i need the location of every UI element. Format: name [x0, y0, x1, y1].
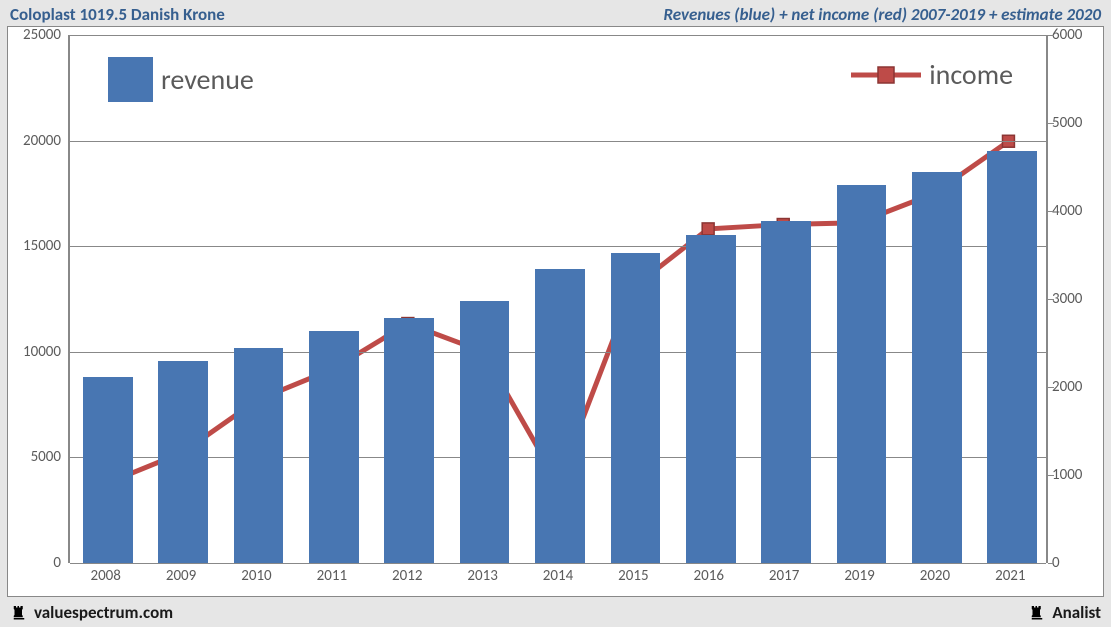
revenue-bar: [234, 348, 284, 563]
rook-icon: [1028, 603, 1046, 621]
footer-right-text: Analist: [1052, 602, 1101, 623]
right-axis-tick: [1048, 475, 1054, 476]
revenue-bar: [309, 331, 359, 563]
revenue-bar: [912, 172, 962, 563]
gridline: [70, 563, 1046, 564]
x-axis-tick-label: 2016: [694, 567, 724, 585]
right-axis-tick: [1048, 563, 1054, 564]
right-axis-tick: [1048, 387, 1054, 388]
revenue-bar: [83, 377, 133, 563]
revenue-bar: [686, 235, 736, 563]
x-axis-tick-label: 2019: [844, 567, 874, 585]
left-axis-tick-label: 15000: [11, 237, 61, 255]
x-axis-tick-label: 2011: [317, 567, 347, 585]
left-axis-tick-label: 0: [11, 554, 61, 572]
footer-right: Analist: [1028, 602, 1101, 623]
title-right: Revenues (blue) + net income (red) 2007-…: [663, 4, 1101, 25]
footer: valuespectrum.com Analist: [0, 599, 1111, 627]
right-axis-tick-label: 3000: [1052, 290, 1100, 308]
revenue-bar: [837, 185, 887, 563]
revenue-bar: [611, 253, 661, 563]
revenue-bar: [761, 221, 811, 563]
x-axis-tick-label: 2021: [995, 567, 1025, 585]
x-axis-tick-label: 2010: [241, 567, 271, 585]
footer-left: valuespectrum.com: [10, 602, 173, 623]
x-axis-tick-label: 2014: [543, 567, 573, 585]
header: Coloplast 1019.5 Danish Krone Revenues (…: [0, 0, 1111, 26]
revenue-bar: [384, 318, 434, 563]
right-axis-tick-label: 5000: [1052, 114, 1100, 132]
left-axis-tick-label: 5000: [11, 448, 61, 466]
left-axis-tick-label: 20000: [11, 132, 61, 150]
right-axis-tick: [1048, 35, 1054, 36]
chart-container: Coloplast 1019.5 Danish Krone Revenues (…: [0, 0, 1111, 627]
income-swatch-icon: [851, 65, 921, 85]
revenue-bar: [460, 301, 510, 563]
gridline: [70, 35, 1046, 36]
right-axis-tick-label: 0: [1052, 554, 1100, 572]
legend-income: income: [851, 57, 1013, 92]
right-axis-tick: [1048, 123, 1054, 124]
chart-panel: revenue income 0500010000150002000025000…: [7, 26, 1104, 597]
right-axis-tick: [1048, 211, 1054, 212]
gridline: [70, 246, 1046, 247]
legend-income-label: income: [929, 57, 1013, 92]
revenue-bar: [987, 151, 1037, 563]
x-axis-tick-label: 2015: [618, 567, 648, 585]
right-axis-tick-label: 2000: [1052, 378, 1100, 396]
revenue-swatch-icon: [108, 57, 153, 102]
left-axis-tick-label: 25000: [11, 26, 61, 44]
x-axis-tick-label: 2008: [90, 567, 120, 585]
legend-revenue-label: revenue: [161, 62, 254, 97]
gridline: [70, 141, 1046, 142]
revenue-bar: [158, 361, 208, 563]
right-axis-tick: [1048, 299, 1054, 300]
income-marker: [702, 223, 714, 235]
rook-icon: [10, 603, 28, 621]
x-axis-tick-label: 2020: [920, 567, 950, 585]
right-axis-tick-label: 4000: [1052, 202, 1100, 220]
legend-revenue: revenue: [108, 57, 254, 102]
plot-area: [68, 35, 1048, 563]
x-axis-tick-label: 2017: [769, 567, 799, 585]
x-axis-tick-label: 2012: [392, 567, 422, 585]
left-axis-tick-label: 10000: [11, 343, 61, 361]
x-axis-tick-label: 2009: [166, 567, 196, 585]
footer-left-text: valuespectrum.com: [34, 602, 173, 623]
right-axis-tick-label: 1000: [1052, 466, 1100, 484]
right-axis-tick-label: 6000: [1052, 26, 1100, 44]
title-left: Coloplast 1019.5 Danish Krone: [10, 4, 225, 25]
x-axis-tick-label: 2013: [467, 567, 497, 585]
revenue-bar: [535, 269, 585, 563]
